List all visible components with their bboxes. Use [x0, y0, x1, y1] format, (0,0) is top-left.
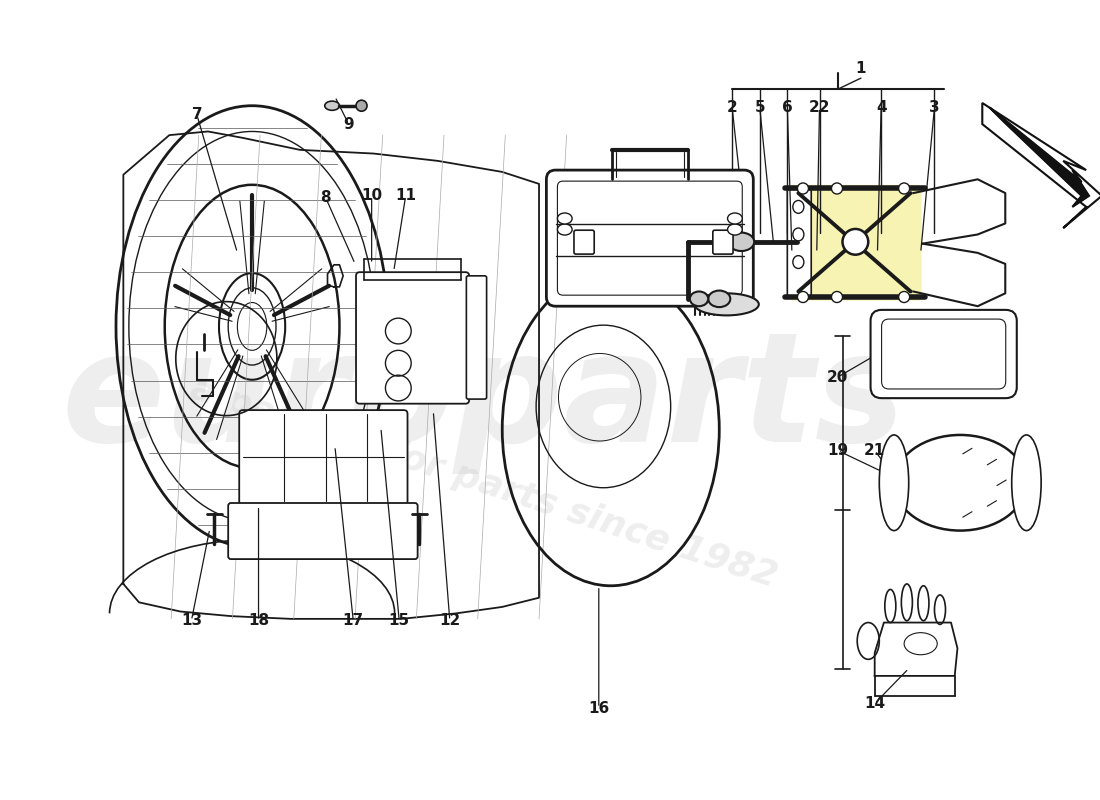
Polygon shape: [990, 107, 1089, 207]
Text: 5: 5: [755, 100, 764, 115]
Text: 8: 8: [320, 190, 331, 205]
FancyBboxPatch shape: [788, 190, 811, 296]
Text: 19: 19: [827, 443, 848, 458]
Text: 16: 16: [588, 701, 609, 715]
Text: 18: 18: [248, 614, 270, 628]
Text: 1: 1: [856, 62, 866, 77]
Ellipse shape: [832, 291, 843, 302]
Ellipse shape: [798, 183, 808, 194]
Text: 3: 3: [930, 100, 939, 115]
Polygon shape: [982, 103, 1100, 228]
FancyBboxPatch shape: [574, 230, 594, 254]
FancyBboxPatch shape: [466, 276, 486, 399]
Ellipse shape: [558, 213, 572, 224]
Text: 7: 7: [191, 107, 202, 122]
Text: 17: 17: [343, 614, 364, 628]
Text: 15: 15: [388, 614, 410, 628]
Text: 20: 20: [827, 370, 848, 385]
Text: 13: 13: [180, 614, 202, 628]
FancyBboxPatch shape: [713, 230, 733, 254]
Polygon shape: [990, 107, 1089, 207]
Text: 2: 2: [727, 100, 737, 115]
Ellipse shape: [899, 183, 910, 194]
Ellipse shape: [356, 100, 367, 111]
Ellipse shape: [324, 101, 340, 110]
FancyBboxPatch shape: [356, 272, 469, 404]
Ellipse shape: [690, 291, 708, 306]
Ellipse shape: [727, 224, 742, 235]
FancyBboxPatch shape: [228, 503, 418, 559]
Ellipse shape: [843, 229, 868, 254]
Text: europarts: europarts: [62, 326, 906, 474]
Text: 11: 11: [395, 188, 416, 203]
Text: 10: 10: [361, 188, 382, 203]
Text: 22: 22: [808, 100, 830, 115]
FancyBboxPatch shape: [239, 410, 407, 505]
Ellipse shape: [727, 213, 742, 224]
Ellipse shape: [558, 224, 572, 235]
Ellipse shape: [832, 183, 843, 194]
Ellipse shape: [708, 290, 730, 307]
Ellipse shape: [1012, 435, 1041, 530]
Ellipse shape: [879, 435, 909, 530]
FancyBboxPatch shape: [547, 170, 754, 306]
Text: a passion for parts since 1982: a passion for parts since 1982: [186, 371, 782, 594]
FancyBboxPatch shape: [870, 310, 1016, 398]
Ellipse shape: [899, 291, 910, 302]
FancyBboxPatch shape: [790, 185, 922, 301]
Ellipse shape: [798, 291, 808, 302]
Ellipse shape: [728, 233, 755, 251]
Text: 9: 9: [343, 117, 354, 132]
Text: 6: 6: [782, 100, 793, 115]
Text: 12: 12: [439, 614, 461, 628]
Text: 4: 4: [876, 100, 887, 115]
Text: 14: 14: [865, 696, 886, 711]
Ellipse shape: [694, 294, 759, 315]
Text: 21: 21: [865, 443, 886, 458]
